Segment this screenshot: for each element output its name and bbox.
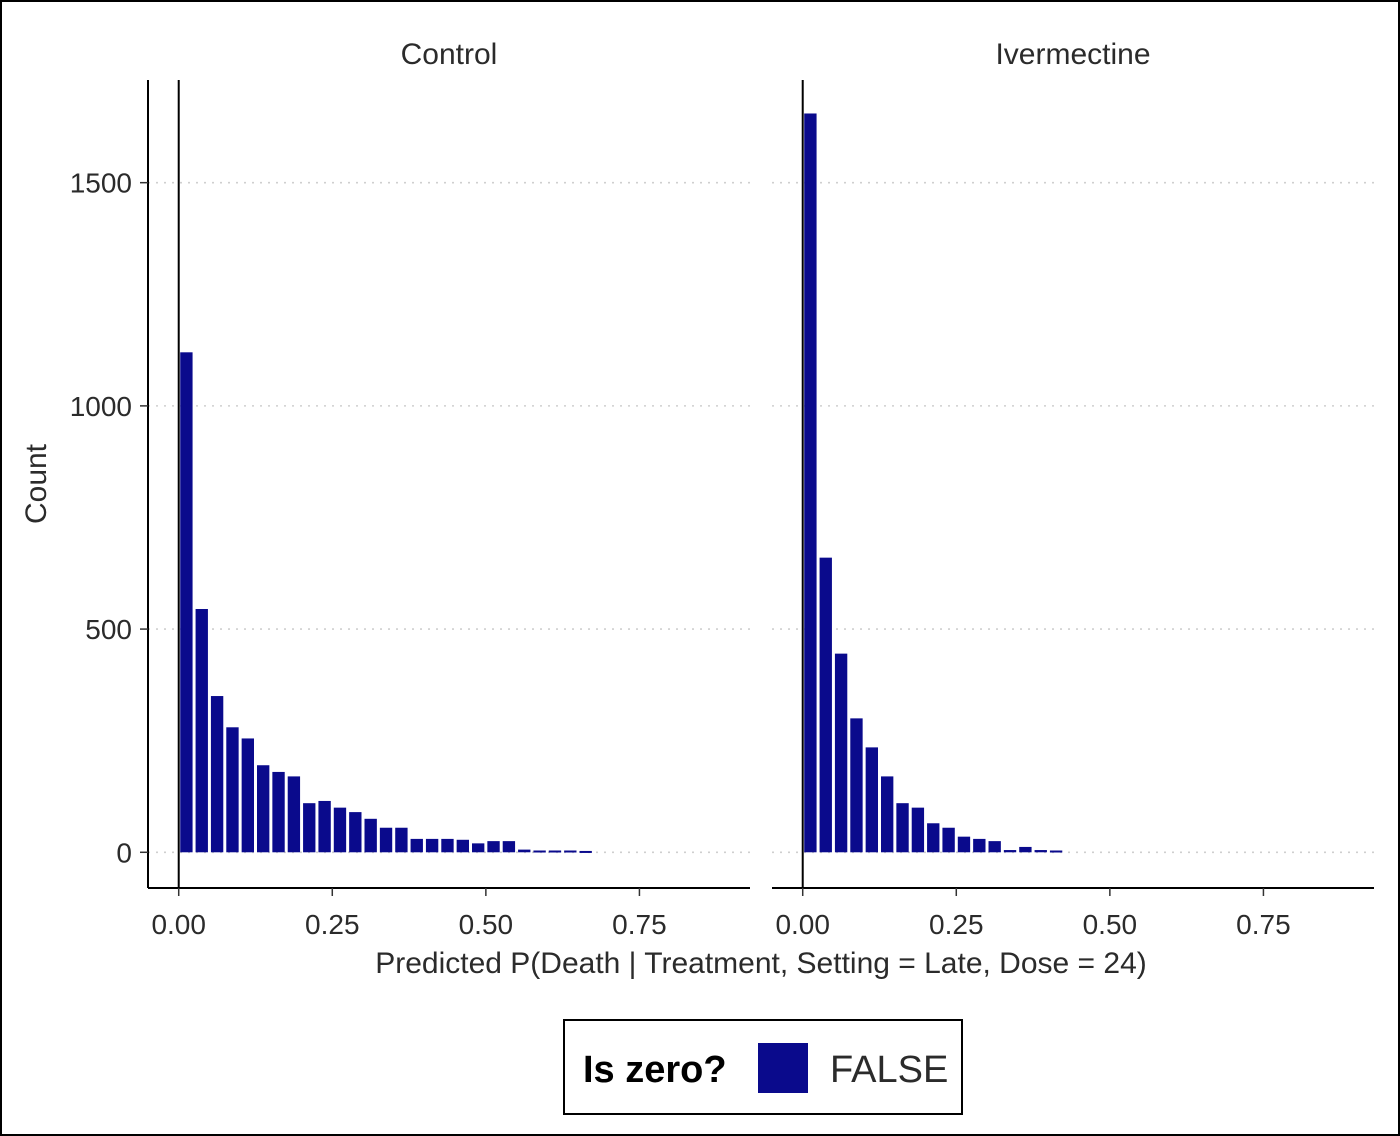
legend-title: Is zero? xyxy=(583,1049,727,1091)
bar-ivermectine xyxy=(1003,850,1017,853)
y-axis-label: Count xyxy=(20,443,53,524)
bar-control xyxy=(502,841,516,853)
bar-control xyxy=(318,800,331,853)
legend-key-false-swatch xyxy=(758,1043,808,1093)
bar-ivermectine xyxy=(942,827,955,853)
bar-control xyxy=(518,849,531,853)
bar-ivermectine xyxy=(804,113,817,853)
bar-control xyxy=(379,827,393,853)
bar-ivermectine xyxy=(1034,850,1047,853)
bar-control xyxy=(257,765,270,853)
y-tick-label: 0 xyxy=(116,837,132,868)
bar-control xyxy=(564,850,577,853)
bar-control xyxy=(472,843,485,853)
bar-control xyxy=(226,727,239,853)
bar-ivermectine xyxy=(1019,846,1032,853)
bar-control xyxy=(487,841,500,853)
bar-control xyxy=(456,839,469,853)
y-tick-label: 1000 xyxy=(70,391,132,422)
bar-ivermectine xyxy=(881,776,894,853)
bar-control xyxy=(241,738,254,853)
bar-control xyxy=(210,696,224,853)
bar-control xyxy=(180,352,193,853)
bar-control xyxy=(333,807,347,853)
histogram-chart: Count Predicted P(Death | Treatment, Set… xyxy=(20,38,1374,980)
bar-control xyxy=(303,803,316,853)
bar-ivermectine xyxy=(973,838,986,853)
y-tick-label: 500 xyxy=(85,614,132,645)
x-tick-label-control: 0.50 xyxy=(459,909,514,940)
bar-ivermectine xyxy=(957,836,971,853)
x-tick-label-control: 0.75 xyxy=(612,909,667,940)
x-tick-label-ivermectine: 0.00 xyxy=(775,909,830,940)
bar-control xyxy=(441,838,454,853)
x-axis-label: Predicted P(Death | Treatment, Setting =… xyxy=(375,947,1147,980)
legend: Is zero? FALSE xyxy=(563,1019,963,1115)
bar-ivermectine xyxy=(896,803,909,853)
x-tick-label-ivermectine: 0.25 xyxy=(929,909,984,940)
bar-control xyxy=(579,850,592,853)
y-tick-label: 1500 xyxy=(70,168,132,199)
bar-ivermectine xyxy=(1049,850,1063,853)
bar-ivermectine xyxy=(927,823,940,853)
bar-ivermectine xyxy=(850,718,863,853)
bar-control xyxy=(272,771,285,853)
bar-control xyxy=(425,838,439,853)
bar-control xyxy=(533,850,546,853)
x-tick-label-ivermectine: 0.75 xyxy=(1236,909,1291,940)
bar-control xyxy=(195,608,208,853)
x-tick-label-control: 0.25 xyxy=(305,909,360,940)
bar-control xyxy=(410,838,423,853)
bar-control xyxy=(548,850,562,853)
bar-ivermectine xyxy=(911,807,925,853)
panel-title-ivermectine: Ivermectine xyxy=(995,38,1150,71)
bar-ivermectine xyxy=(865,747,878,853)
x-tick-label-control: 0.00 xyxy=(151,909,206,940)
legend-label-false: FALSE xyxy=(830,1049,949,1091)
bar-ivermectine xyxy=(819,557,832,853)
bar-control xyxy=(349,812,362,853)
bar-control xyxy=(395,827,408,853)
bar-control xyxy=(287,776,301,853)
bar-ivermectine xyxy=(834,653,848,853)
x-tick-label-ivermectine: 0.50 xyxy=(1083,909,1138,940)
bar-control xyxy=(364,818,377,853)
bar-ivermectine xyxy=(988,841,1001,853)
panel-title-control: Control xyxy=(401,38,498,71)
